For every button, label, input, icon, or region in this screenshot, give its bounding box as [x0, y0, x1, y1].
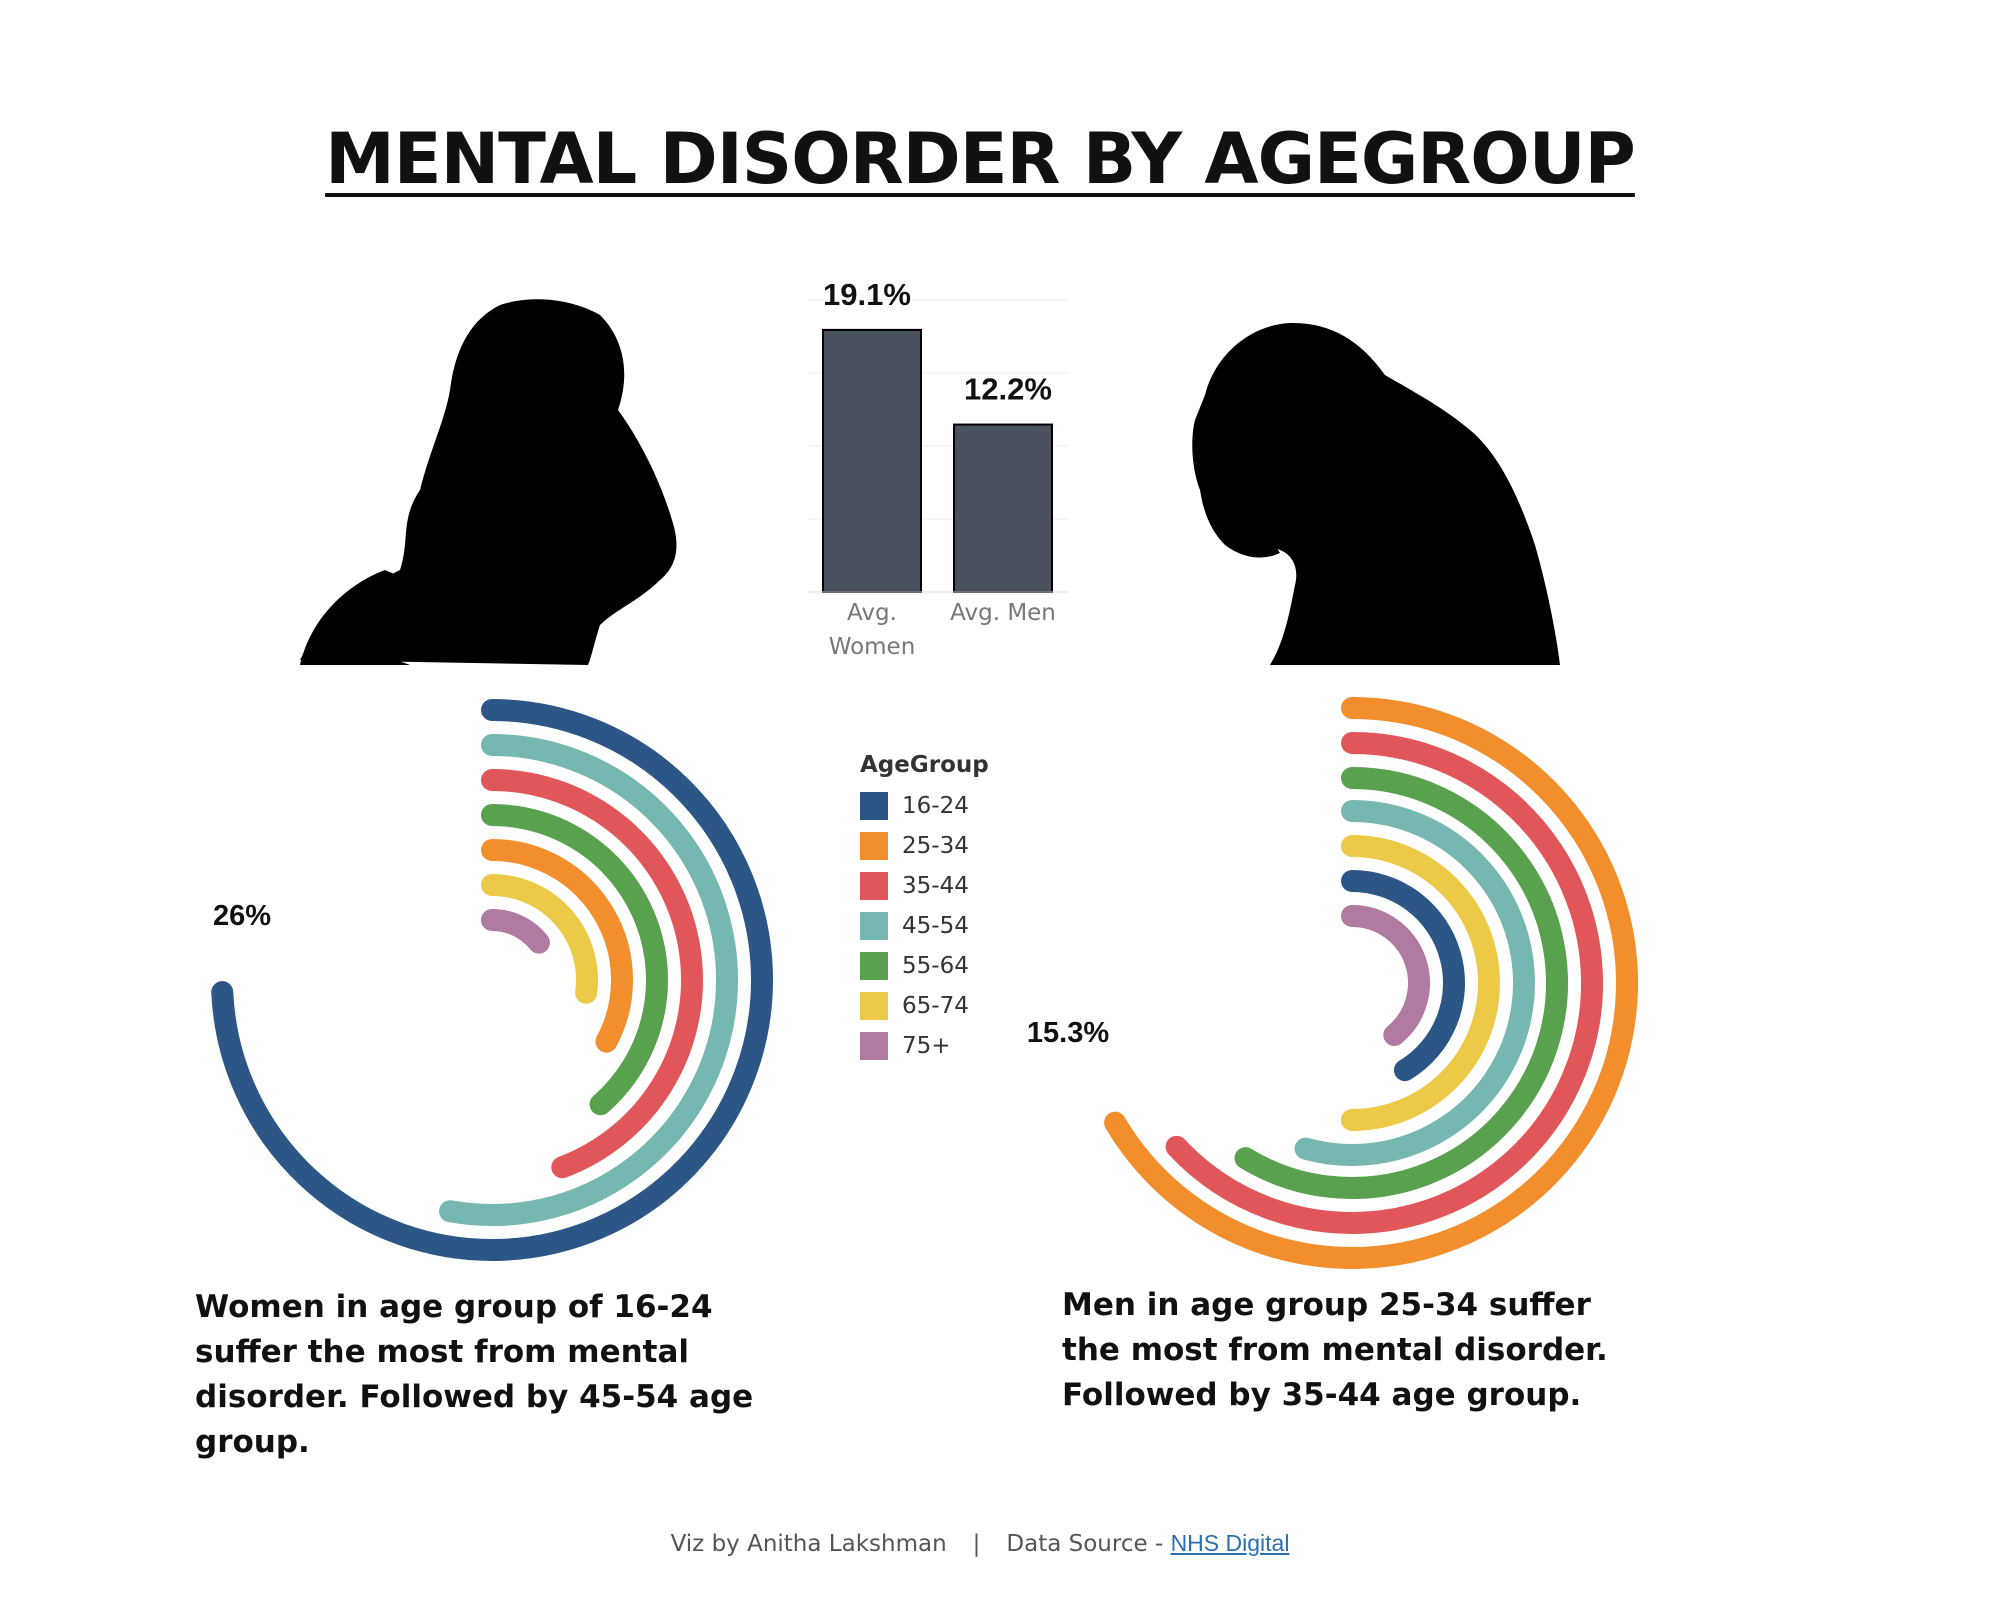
legend-swatch [860, 832, 888, 860]
men-silhouette-image [1192, 322, 1560, 665]
women-silhouette-image [300, 299, 677, 665]
radial-arc-75+[interactable] [481, 909, 550, 954]
bar-value-label: 12.2% [964, 372, 1052, 407]
legend-label: 35-44 [902, 873, 969, 899]
nhs-digital-link[interactable]: NHS Digital [1170, 1530, 1290, 1556]
radial-arc-45-54[interactable] [439, 734, 738, 1226]
bar-value-label: 19.1% [823, 277, 911, 312]
radial-annotation: 15.3% [1027, 1017, 1109, 1049]
legend-swatch [860, 952, 888, 980]
footer-separator: | [972, 1531, 981, 1557]
legend-swatch [860, 872, 888, 900]
radial-arc-45-54[interactable] [1294, 800, 1535, 1166]
avg-bar-chart: 19.1% Avg. Women 12.2% Avg. Men [808, 277, 1068, 660]
radial-arc-16-24[interactable] [211, 699, 773, 1261]
legend-label: 16-24 [902, 793, 969, 819]
viz-by-text: Viz by Anitha Lakshman [670, 1531, 947, 1557]
bar-category-label: Avg. Men [950, 600, 1056, 626]
radial-arc-55-64[interactable] [1234, 767, 1568, 1199]
bar-category-label: Women [829, 634, 916, 660]
legend-label: 45-54 [902, 913, 969, 939]
legend-item: 16-24 [860, 786, 989, 826]
legend-item: 75+ [860, 1026, 989, 1066]
legend-item: 55-64 [860, 946, 989, 986]
legend-label: 75+ [902, 1033, 951, 1059]
bar-category-label: Avg. [847, 600, 897, 626]
legend-item: 65-74 [860, 986, 989, 1026]
legend-item: 45-54 [860, 906, 989, 946]
legend-label: 65-74 [902, 993, 969, 1019]
radial-arc-35-44[interactable] [481, 769, 704, 1179]
bar-avg-women[interactable] [822, 328, 922, 593]
men-caption: Men in age group 25-34 suffer the most f… [1062, 1287, 1608, 1413]
agegroup-legend: AgeGroup 16-24 25-34 35-44 45-54 55-64 65-74 7… [860, 752, 989, 1066]
legend-label: 25-34 [902, 833, 969, 859]
radial-arc-75+[interactable] [1341, 905, 1430, 1046]
legend-title: AgeGroup [860, 752, 989, 778]
legend-item: 35-44 [860, 866, 989, 906]
radial-arc-65-74[interactable] [481, 874, 598, 1004]
legend-label: 55-64 [902, 953, 969, 979]
men-radial-chart: 15.3% [1027, 697, 1638, 1269]
radial-annotation: 26% [213, 900, 271, 932]
legend-swatch [860, 912, 888, 940]
source-prefix: Data Source - [1006, 1531, 1171, 1557]
radial-arc-16-24[interactable] [1341, 870, 1465, 1082]
title-text: MENTAL DISORDER BY AGEGROUP [325, 118, 1636, 200]
legend-item: 25-34 [860, 826, 989, 866]
legend-swatch [860, 792, 888, 820]
women-caption: Women in age group of 16-24 suffer the m… [195, 1289, 754, 1460]
legend-swatch [860, 1032, 888, 1060]
radial-arc-25-34[interactable] [1104, 697, 1638, 1269]
radial-arc-35-44[interactable] [1165, 732, 1603, 1234]
women-radial-chart: 26% [211, 699, 773, 1261]
legend-swatch [860, 992, 888, 1020]
radial-arc-55-64[interactable] [481, 804, 668, 1116]
page-title: MENTAL DISORDER BY AGEGROUP [0, 118, 1960, 200]
footer: Viz by Anitha Lakshman | Data Source - NHS… [0, 1530, 1960, 1557]
bar-avg-men[interactable] [953, 423, 1053, 593]
radial-arc-25-34[interactable] [481, 839, 633, 1053]
radial-arc-65-74[interactable] [1341, 835, 1500, 1131]
